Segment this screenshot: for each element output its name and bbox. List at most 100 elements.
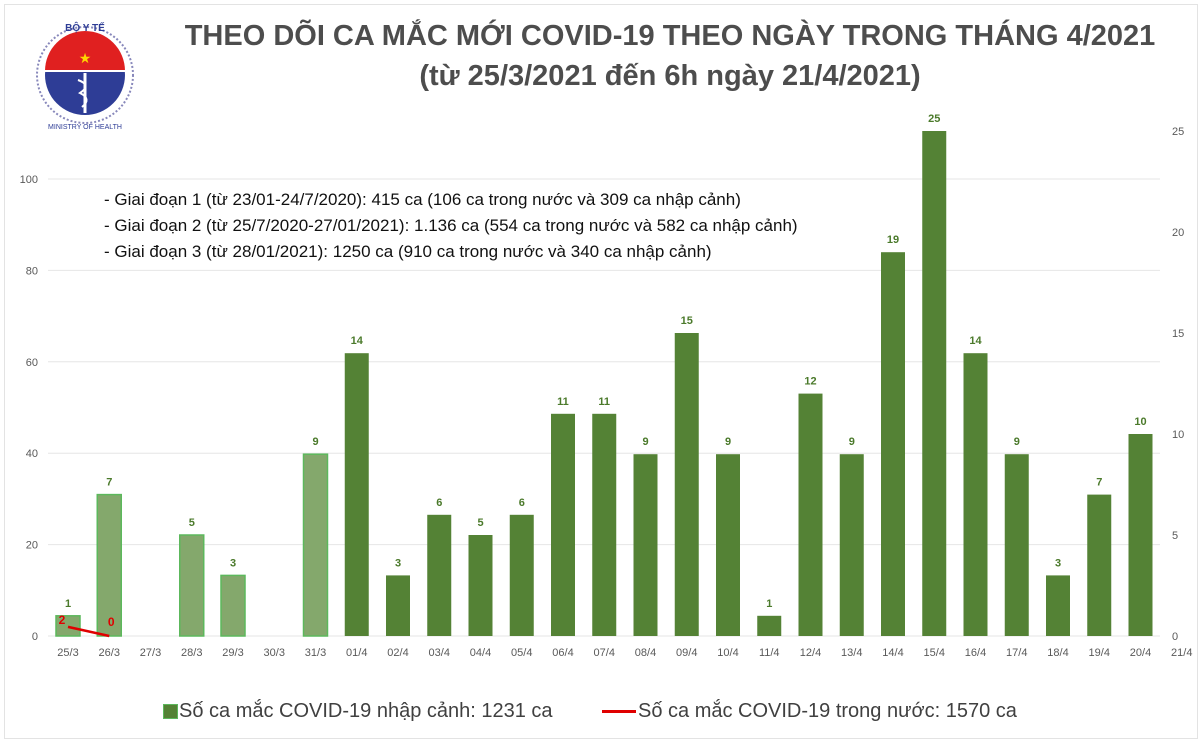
x-tick-label: 03/4 bbox=[429, 647, 450, 659]
chart-frame bbox=[4, 4, 1198, 739]
bar-value-label: 19 bbox=[887, 234, 899, 246]
bar-value-label: 6 bbox=[519, 497, 525, 509]
bar bbox=[881, 252, 905, 636]
bar bbox=[551, 413, 575, 636]
bar-value-label: 1 bbox=[766, 598, 772, 610]
svg-text:BỘ Y TẾ: BỘ Y TẾ bbox=[65, 21, 105, 34]
bar bbox=[1046, 575, 1070, 636]
bar-value-label: 14 bbox=[351, 335, 364, 347]
bar bbox=[592, 413, 617, 636]
bar bbox=[757, 615, 782, 636]
annotation-phase-1: - Giai đoạn 1 (từ 23/01-24/7/2020): 415 … bbox=[104, 190, 741, 209]
x-tick-label: 02/4 bbox=[387, 647, 408, 659]
y-left-tick-label: 40 bbox=[26, 448, 38, 460]
legend-swatch-bar bbox=[163, 704, 178, 719]
bar bbox=[179, 534, 205, 637]
chart-title: THEO DÕI CA MẮC MỚI COVID-19 THEO NGÀY T… bbox=[184, 20, 1156, 52]
x-tick-label: 04/4 bbox=[470, 647, 491, 659]
x-tick-label: 01/4 bbox=[346, 647, 367, 659]
bar bbox=[386, 575, 410, 636]
bar-value-label: 25 bbox=[928, 113, 940, 125]
bar bbox=[509, 514, 534, 636]
x-tick-label: 28/3 bbox=[181, 647, 202, 659]
x-tick-label: 31/3 bbox=[305, 647, 326, 659]
bar bbox=[220, 574, 246, 637]
bar bbox=[1087, 494, 1112, 636]
x-tick-label: 19/4 bbox=[1089, 647, 1110, 659]
y-right-tick-label: 20 bbox=[1172, 227, 1184, 239]
annotation-phase-2: - Giai đoạn 2 (từ 25/7/2020-27/01/2021):… bbox=[104, 216, 798, 235]
x-tick-label: 21/4 bbox=[1171, 647, 1192, 659]
bar bbox=[468, 535, 493, 636]
bar bbox=[1004, 454, 1029, 636]
x-tick-label: 09/4 bbox=[676, 647, 697, 659]
ministry-of-health-logo: ★ BỘ Y TẾ MINISTRY OF HEALTH bbox=[36, 21, 134, 131]
bar bbox=[798, 393, 823, 636]
x-tick-label: 18/4 bbox=[1047, 647, 1068, 659]
bar-value-label: 9 bbox=[849, 436, 855, 448]
x-tick-label: 06/4 bbox=[552, 647, 573, 659]
bar bbox=[963, 353, 988, 636]
bar-value-label: 9 bbox=[312, 436, 318, 448]
svg-text:★: ★ bbox=[79, 50, 92, 66]
y-left-tick-label: 100 bbox=[20, 174, 38, 186]
y-left-tick-label: 60 bbox=[26, 357, 38, 369]
bar-value-label: 1 bbox=[65, 598, 71, 610]
bar bbox=[716, 454, 740, 636]
y-left-tick-label: 20 bbox=[26, 540, 38, 552]
bar bbox=[55, 615, 81, 637]
y-left-tick-label: 80 bbox=[26, 265, 38, 277]
bar bbox=[302, 453, 329, 637]
bar-value-label: 11 bbox=[557, 396, 569, 408]
bar bbox=[633, 454, 658, 636]
domestic-line bbox=[67, 625, 110, 638]
legend-label-imported: Số ca mắc COVID-19 nhập cảnh: 1231 ca bbox=[179, 700, 553, 722]
line-value-label: 0 bbox=[108, 615, 115, 629]
bar-value-label: 6 bbox=[436, 497, 442, 509]
bar bbox=[96, 493, 122, 637]
x-tick-label: 26/3 bbox=[99, 647, 120, 659]
bar-value-label: 3 bbox=[395, 557, 401, 569]
legend-item-domestic: Số ca mắc COVID-19 trong nước: 1570 ca bbox=[602, 700, 1017, 723]
x-tick-label: 15/4 bbox=[924, 647, 945, 659]
bar bbox=[922, 131, 947, 636]
x-tick-label: 10/4 bbox=[717, 647, 738, 659]
bar bbox=[674, 333, 699, 636]
bar-value-label: 10 bbox=[1134, 416, 1146, 428]
bar-value-label: 9 bbox=[642, 436, 648, 448]
bar-value-label: 3 bbox=[1055, 557, 1061, 569]
x-tick-label: 17/4 bbox=[1006, 647, 1027, 659]
bar-value-label: 11 bbox=[598, 396, 610, 408]
y-right-tick-label: 0 bbox=[1172, 631, 1178, 643]
legend-label-domestic: Số ca mắc COVID-19 trong nước: 1570 ca bbox=[638, 700, 1017, 722]
x-tick-label: 05/4 bbox=[511, 647, 532, 659]
x-tick-label: 08/4 bbox=[635, 647, 656, 659]
bar-value-label: 12 bbox=[804, 376, 816, 388]
bar-value-label: 5 bbox=[189, 517, 195, 529]
bar-value-label: 9 bbox=[1014, 436, 1020, 448]
legend-swatch-line bbox=[602, 710, 636, 713]
x-tick-label: 29/3 bbox=[222, 647, 243, 659]
bar-value-label: 14 bbox=[969, 335, 982, 347]
y-right-tick-label: 5 bbox=[1172, 530, 1178, 542]
bar-value-label: 7 bbox=[106, 477, 112, 489]
x-tick-label: 12/4 bbox=[800, 647, 821, 659]
x-tick-label: 30/3 bbox=[264, 647, 285, 659]
legend-item-imported: Số ca mắc COVID-19 nhập cảnh: 1231 ca bbox=[163, 700, 553, 723]
y-right-tick-label: 25 bbox=[1172, 126, 1184, 138]
line-value-label: 2 bbox=[59, 613, 66, 627]
bar-value-label: 3 bbox=[230, 557, 236, 569]
bar bbox=[427, 514, 452, 636]
y-right-tick-label: 15 bbox=[1172, 328, 1184, 340]
bar bbox=[839, 454, 864, 636]
x-tick-label: 11/4 bbox=[759, 647, 780, 659]
bar bbox=[1128, 434, 1153, 636]
bar-value-label: 5 bbox=[477, 517, 483, 529]
x-tick-label: 25/3 bbox=[57, 647, 78, 659]
x-tick-label: 14/4 bbox=[882, 647, 903, 659]
chart-subtitle: (từ 25/3/2021 đến 6h ngày 21/4/2021) bbox=[419, 60, 921, 92]
bar-value-label: 9 bbox=[725, 436, 731, 448]
annotation-phase-3: - Giai đoạn 3 (từ 28/01/2021): 1250 ca (… bbox=[104, 242, 712, 261]
x-tick-label: 13/4 bbox=[841, 647, 862, 659]
